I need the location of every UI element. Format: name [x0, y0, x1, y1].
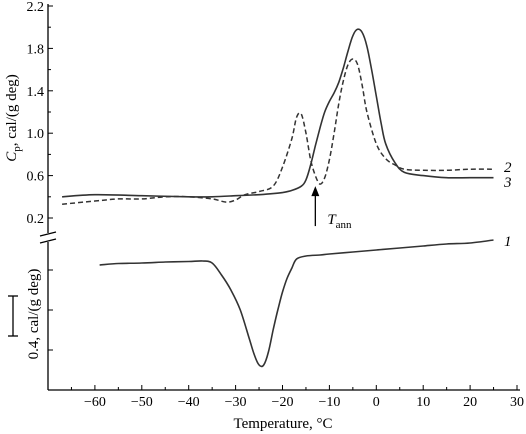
scale-bar-label: 0.4, cal/(g deg) [26, 269, 42, 360]
annotation-label: Tann [327, 212, 352, 231]
annotation-arrow-head [311, 186, 320, 197]
y-tick-label: 1.8 [27, 42, 45, 57]
x-tick-label: 10 [416, 395, 430, 410]
axis-break-mark-2 [39, 238, 57, 244]
y-axis-label-upper: Cp, cal/(g deg) [4, 74, 23, 162]
axis-break-mark-1 [39, 231, 57, 237]
x-tick-label: 30 [510, 395, 524, 410]
x-tick-label: 0 [373, 395, 380, 410]
y-tick-label: 0.2 [27, 212, 45, 227]
y-tick-label: 1.4 [27, 85, 45, 100]
y-tick-label: 2.2 [27, 0, 45, 15]
x-axis-label: Temperature, °C [233, 416, 332, 432]
y-tick-label: 1.0 [27, 127, 45, 142]
x-tick-label: −30 [225, 395, 247, 410]
series-3-label: 3 [503, 175, 512, 191]
y-ticks-upper: 0.2 0.6 1.0 1.4 1.8 2.2 [27, 0, 53, 227]
x-tick-label: −60 [84, 395, 106, 410]
x-tick-label: −20 [272, 395, 294, 410]
y-ticks-lower [48, 269, 53, 351]
series-1-label: 1 [504, 234, 512, 250]
y-tick-label: 0.6 [27, 170, 45, 185]
series-2-line [62, 58, 494, 205]
series-2-label: 2 [504, 160, 512, 176]
series-1-line [99, 239, 494, 368]
x-tick-label: −40 [178, 395, 200, 410]
x-tick-label: 20 [463, 395, 477, 410]
series-3-line [62, 28, 494, 198]
x-ticks: −60 −50 −40 −30 −20 −10 0 10 20 30 [70, 385, 524, 410]
x-tick-label: −50 [131, 395, 153, 410]
x-tick-label: −10 [318, 395, 340, 410]
